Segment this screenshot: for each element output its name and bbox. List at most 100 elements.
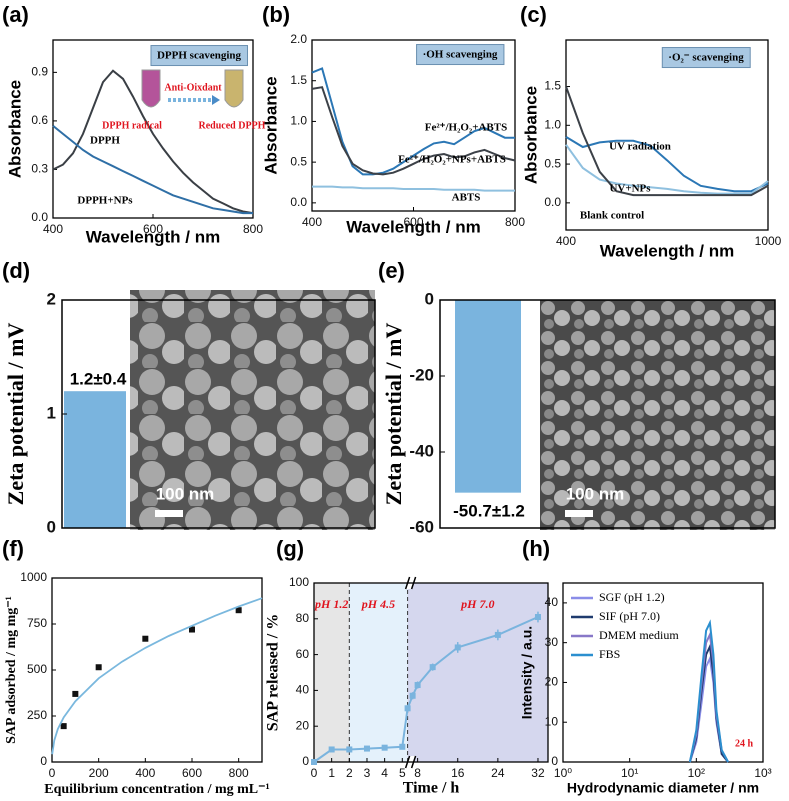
- panel-label: (f): [2, 536, 24, 561]
- legend-label: FBS: [599, 647, 620, 661]
- y-tick-label: 0: [47, 517, 56, 536]
- x-tick-label: 4: [381, 766, 388, 780]
- x-tick-label: 200: [89, 766, 109, 780]
- plot-frame: [51, 577, 263, 763]
- x-tick-label: 2: [346, 766, 353, 780]
- panel-label: (e): [378, 258, 405, 283]
- point: [381, 744, 388, 751]
- x-axis-label: Hydrodynamic diameter / nm: [567, 780, 759, 796]
- sem-image: [540, 300, 775, 530]
- x-tick-label: 1: [328, 766, 335, 780]
- y-tick-label: 1: [47, 403, 56, 422]
- panel-label: (h): [522, 536, 550, 561]
- y-tick-label: 0: [551, 754, 558, 768]
- y-tick-label: -60: [409, 517, 434, 536]
- y-tick-label: 20: [545, 675, 559, 689]
- point: [363, 745, 370, 752]
- scale-bar: [155, 510, 183, 517]
- point: [328, 746, 335, 753]
- point: [414, 682, 421, 689]
- annotation: UV+NPs: [609, 183, 651, 195]
- y-tick-label: 2.0: [290, 32, 307, 46]
- legend-label: SGF (pH 1.2): [599, 590, 665, 604]
- y-tick-label: 0.0: [544, 195, 561, 209]
- point: [72, 690, 79, 697]
- point: [454, 644, 461, 651]
- plot-frame: [562, 582, 764, 763]
- point: [404, 705, 411, 712]
- annotation-box: [416, 44, 505, 66]
- series-line: [688, 619, 729, 763]
- y-tick-label: 0.5: [544, 156, 561, 170]
- y-tick-label: 500: [27, 662, 47, 676]
- y-axis-label: SAP released / %: [265, 614, 282, 731]
- bar: [455, 300, 521, 493]
- y-tick-label: 1.5: [290, 73, 307, 87]
- x-tick-label: 5: [399, 766, 406, 780]
- x-tick-label: 800: [505, 215, 525, 229]
- series-line: [51, 597, 263, 755]
- annotation-box-label: DPPH scavenging: [157, 50, 242, 62]
- y-tick-label: 1.0: [290, 114, 307, 128]
- value-label-bg: [450, 500, 528, 522]
- annotation: 24 h: [735, 738, 754, 749]
- x-tick-label: 600: [182, 766, 202, 780]
- annotation: Fe²⁺/H₂O₂+NPs+ABTS: [398, 154, 506, 166]
- y-tick-label: 0: [302, 754, 309, 768]
- x-tick-label: 10²: [688, 766, 705, 780]
- point: [346, 746, 353, 753]
- y-tick-label: 1.5: [544, 79, 561, 93]
- x-tick-label: 0: [311, 766, 318, 780]
- y-axis-label: SAP adsorbed / mg mg⁻¹: [4, 596, 19, 744]
- panel-label: (g): [276, 536, 304, 561]
- scale-label: 100 nm: [566, 484, 625, 503]
- x-tick-label: 400: [556, 234, 576, 248]
- y-tick-label: 0.3: [31, 162, 48, 176]
- y-axis-label: Zeta potential / mV: [381, 323, 406, 506]
- x-tick-label: 600: [143, 222, 163, 236]
- annotation: DPPH: [90, 135, 120, 147]
- y-tick-label: 10: [545, 714, 559, 728]
- annotation-box: [150, 45, 249, 67]
- x-tick-label: 16: [451, 766, 465, 780]
- region-label: pH 1.2: [314, 597, 348, 611]
- y-tick-label: 0.6: [31, 113, 48, 127]
- panel-label: (c): [520, 2, 547, 27]
- point: [189, 626, 195, 633]
- annotation: Fe²⁺/H₂O₂+ABTS: [425, 122, 507, 134]
- series-line: [312, 185, 515, 192]
- y-tick-label: 0: [425, 289, 434, 308]
- annotation: ABTS: [452, 192, 481, 204]
- x-tick-label: 3: [364, 766, 371, 780]
- point: [60, 723, 67, 730]
- y-tick-label: 60: [296, 647, 310, 661]
- annotation: UV radiation: [609, 141, 671, 153]
- point: [494, 631, 501, 638]
- y-tick-label: 0.0: [31, 210, 48, 224]
- value-label-bg: [66, 368, 130, 390]
- x-tick-label: 8: [414, 766, 421, 780]
- annotation: DPPH radical: [102, 120, 162, 131]
- point: [534, 614, 541, 621]
- series-line: [565, 144, 769, 195]
- y-tick-label: -20: [409, 365, 434, 384]
- scale-label: 100 nm: [156, 484, 215, 503]
- x-axis-label: Wavelength / nm: [346, 217, 480, 236]
- y-tick-label: 1000: [20, 570, 47, 584]
- legend-label: DMEM medium: [599, 628, 679, 642]
- bar: [64, 391, 126, 528]
- point: [429, 664, 436, 671]
- region-label: pH 4.5: [361, 597, 395, 611]
- x-tick-label: 400: [43, 222, 63, 236]
- x-axis-label: Wavelength / nm: [86, 227, 220, 246]
- x-tick-label: 24: [491, 766, 505, 780]
- point: [399, 743, 406, 750]
- region: [407, 583, 548, 762]
- y-tick-label: 750: [27, 616, 47, 630]
- y-axis-label: Absorbance: [5, 80, 24, 178]
- series-line: [52, 69, 254, 215]
- panel-label: (a): [2, 2, 29, 27]
- scale-bar: [565, 510, 593, 517]
- annotation-box-label: ·O₂⁻ scavenging: [668, 52, 744, 64]
